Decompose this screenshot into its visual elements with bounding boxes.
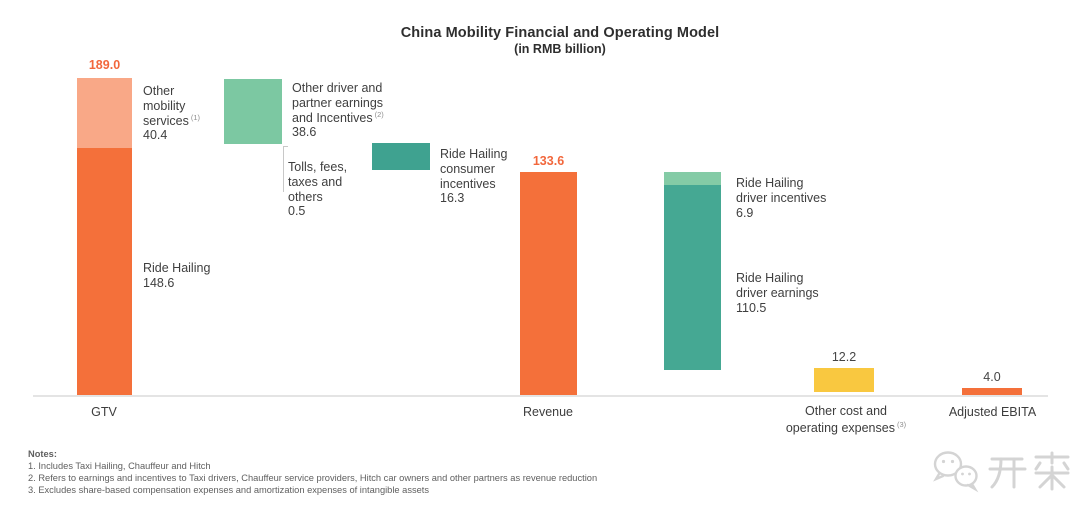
other-cost-value-label: 12.2 <box>831 350 857 364</box>
tolls-connector-line <box>283 146 288 192</box>
x-label-revenue: Revenue <box>522 405 574 419</box>
bar-revenue <box>520 172 577 396</box>
wechat-chat-bubbles-icon <box>933 451 979 493</box>
annotation-consumer-incentives: Ride Hailing consumer incentives 16.3 <box>440 147 508 206</box>
bar-gtv-other-mobility-segment <box>77 78 132 148</box>
bar-gtv-ride-hailing-segment <box>77 148 132 396</box>
watermark <box>930 447 1075 495</box>
bar-other-driver-partner-earnings <box>224 79 282 144</box>
chart-subtitle: (in RMB billion) <box>514 42 606 56</box>
footnote-2-marker: (2) <box>374 109 384 119</box>
bar-adjusted-ebita <box>962 388 1022 396</box>
footnote-1-marker: (1) <box>190 112 201 122</box>
annotation-text: Other driver and partner earnings and In… <box>292 81 384 125</box>
note-line-3: 3. Excludes share-based compensation exp… <box>28 485 430 496</box>
annotation-other-driver-partner: Other driver and partner earnings and In… <box>292 81 422 140</box>
bar-other-cost-expenses <box>814 368 874 392</box>
revenue-total-label: 133.6 <box>532 154 565 168</box>
annotation-tolls-fees: Tolls, fees, taxes and others 0.5 <box>288 160 348 219</box>
bar-consumer-incentives <box>372 143 430 170</box>
footnote-3-marker: (3) <box>896 419 907 429</box>
x-label-text: Other cost and operating expenses <box>785 404 895 435</box>
watermark-text-glyphs <box>988 451 1070 491</box>
annotation-text: Other mobility services <box>143 84 189 128</box>
note-line-2: 2. Refers to earnings and incentives to … <box>28 473 598 484</box>
note-line-1: 1. Includes Taxi Hailing, Chauffeur and … <box>28 461 211 472</box>
x-label-adjusted-ebita: Adjusted EBITA <box>948 405 1037 419</box>
notes-header: Notes: <box>28 449 57 459</box>
gtv-total-label: 189.0 <box>88 58 121 72</box>
annotation-driver-earnings: Ride Hailing driver earnings 110.5 <box>736 271 819 315</box>
footnotes-block: Notes: 1. Includes Taxi Hailing, Chauffe… <box>28 448 748 496</box>
bar-driver-earnings-segment <box>664 185 721 370</box>
x-label-gtv: GTV <box>91 405 117 419</box>
annotation-other-mobility-services: Other mobility services (1) 40.4 <box>143 84 263 143</box>
annotation-ride-hailing-gtv: Ride Hailing 148.6 <box>143 261 211 290</box>
annotation-value: 38.6 <box>292 125 317 140</box>
x-label-other-cost: Other cost and operating expenses (3) <box>762 404 930 436</box>
x-axis-baseline <box>33 395 1048 397</box>
bar-driver-incentives-segment <box>664 172 721 185</box>
chart-title: China Mobility Financial and Operating M… <box>400 25 720 41</box>
annotation-driver-incentives: Ride Hailing driver incentives 6.9 <box>736 176 827 220</box>
annotation-value: 40.4 <box>143 128 168 143</box>
ebita-value-label: 4.0 <box>983 370 1001 384</box>
